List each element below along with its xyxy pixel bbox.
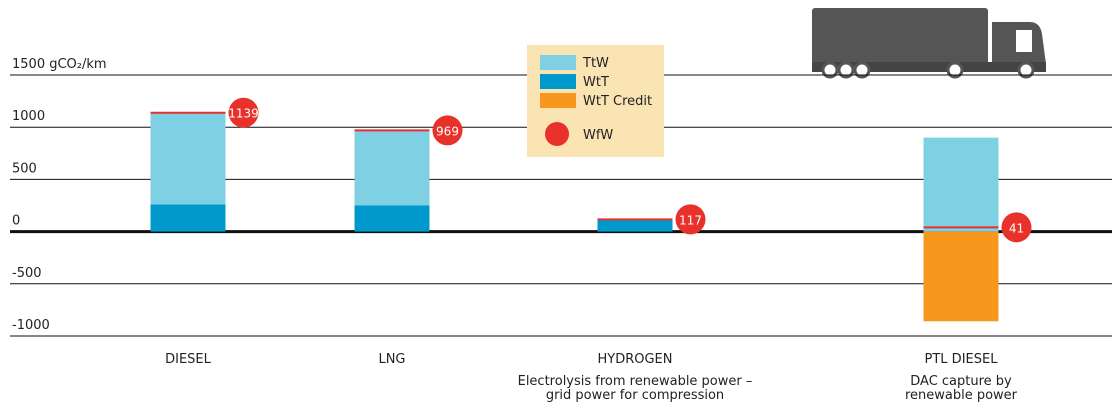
legend-swatch: [540, 74, 576, 89]
y-tick-label: 0: [12, 214, 20, 229]
legend-label: WtT Credit: [583, 94, 652, 109]
bar-segment: [597, 219, 673, 232]
wfw-marker: [1001, 212, 1032, 243]
x-tick-label: HYDROGEN: [597, 352, 672, 367]
wfw-marker: [228, 97, 259, 128]
x-tick-label: DIESEL: [165, 352, 212, 367]
x-tick-label: PTL DIESEL: [925, 352, 999, 367]
bar-segment: [354, 205, 430, 232]
legend-swatch: [545, 122, 569, 146]
bar-segment: [354, 130, 430, 206]
wfw-marker: [675, 204, 706, 235]
legend: TtW WtT WtT Credit WfW: [527, 45, 664, 157]
wfw-marker: [432, 115, 463, 146]
x-tick-label: LNG: [378, 352, 405, 367]
category-note: renewable power: [905, 388, 1018, 403]
category-note: DAC capture by: [910, 374, 1012, 389]
y-tick-label: -1000: [12, 318, 50, 333]
category-note: grid power for compression: [546, 388, 724, 403]
y-tick-label: 1000: [12, 109, 45, 124]
y-tick-label: 1500 gCO₂/km: [12, 57, 107, 72]
bar-segment: [150, 204, 226, 232]
bar-segment: [923, 231, 999, 322]
truck-icon: [812, 8, 1046, 79]
legend-swatch: [540, 93, 576, 108]
legend-swatch: [540, 55, 576, 70]
category-note: Electrolysis from renewable power –: [518, 374, 753, 389]
legend-label: TtW: [582, 56, 609, 71]
wfw-label: 41: [1009, 221, 1024, 235]
wfw-label: 1139: [228, 107, 259, 121]
y-tick-label: -500: [12, 266, 42, 281]
legend-label: WfW: [583, 128, 613, 143]
y-tick-label: 500: [12, 161, 37, 176]
bar-segment: [150, 112, 226, 205]
wfw-label: 117: [679, 213, 702, 227]
legend-label: WtT: [583, 75, 609, 90]
bar-segment: [923, 137, 999, 232]
wfw-label: 969: [436, 124, 459, 138]
